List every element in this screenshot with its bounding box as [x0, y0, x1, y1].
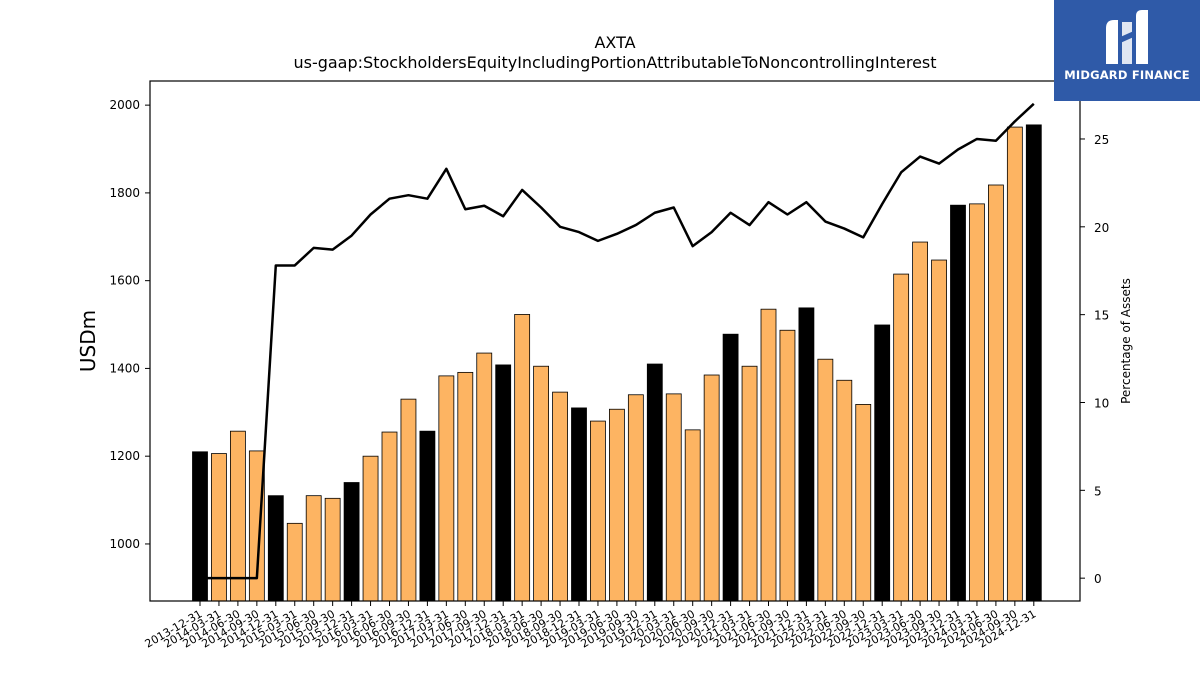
bar: [1006, 126, 1023, 602]
bar: [305, 495, 322, 602]
bar: [627, 394, 644, 602]
y2-tick-label: 20: [1094, 221, 1109, 235]
percentage-line: [200, 102, 1035, 580]
y2-tick-label: 0: [1094, 572, 1102, 586]
y2-tick-label: 5: [1094, 484, 1102, 498]
bar: [229, 430, 246, 602]
logo-text: MIDGARD FINANCE: [1064, 68, 1190, 82]
bar: [286, 522, 303, 602]
y-tick-label: 1800: [109, 186, 140, 200]
bar: [419, 430, 436, 602]
chart-title: AXTA: [594, 33, 635, 52]
bar: [874, 324, 891, 602]
x-axis: 2013-12-312014-03-312014-06-302014-09-30…: [143, 601, 1038, 651]
y-tick-label: 2000: [109, 98, 140, 112]
bar: [760, 308, 777, 602]
bar: [988, 184, 1004, 602]
bar: [438, 375, 455, 602]
bar: [665, 393, 682, 602]
bar: [533, 365, 549, 602]
y-tick-label: 1400: [109, 361, 140, 375]
bar: [267, 495, 284, 602]
bar: [646, 363, 663, 602]
line-layer: [200, 102, 1035, 580]
bar: [324, 497, 341, 602]
bar: [798, 307, 815, 602]
bar: [514, 314, 531, 602]
bar: [950, 204, 966, 602]
bars-layer: [192, 124, 1042, 602]
bar: [1025, 124, 1042, 602]
y2-tick-label: 25: [1094, 133, 1109, 147]
y-tick-label: 1000: [109, 537, 140, 551]
plot-frame: [149, 80, 1081, 602]
bar: [779, 329, 796, 602]
bar: [343, 482, 360, 602]
left-axis: 1000 1200 1400 1600 1800 2000: [109, 98, 150, 551]
bar: [893, 273, 910, 602]
bar: [703, 374, 720, 602]
bar: [381, 431, 398, 602]
chart-subtitle: us-gaap:StockholdersEquityIncludingPorti…: [293, 53, 936, 72]
y-axis-label: USDm: [76, 310, 100, 372]
y-tick-label: 1200: [109, 449, 140, 463]
y-tick-label: 1600: [109, 274, 140, 288]
bar: [684, 429, 701, 602]
bar: [836, 379, 853, 602]
bar: [571, 407, 587, 602]
bar: [457, 371, 474, 602]
bar: [552, 391, 568, 602]
bar: [495, 364, 512, 602]
y2-tick-label: 10: [1094, 396, 1109, 410]
bar: [400, 398, 417, 602]
bar: [912, 241, 928, 602]
bar: [722, 333, 739, 602]
midgard-finance-logo: MIDGARD FINANCE: [1054, 0, 1200, 101]
right-axis: 0 5 10 15 20 25: [1080, 133, 1109, 586]
y2-axis-label: Percentage of Assets: [1119, 278, 1133, 404]
midgard-logo-icon: [1106, 10, 1148, 64]
bar: [590, 420, 606, 602]
y2-tick-label: 15: [1094, 309, 1109, 323]
bar: [931, 259, 947, 602]
bar: [855, 404, 872, 602]
bar: [476, 352, 493, 602]
bar: [609, 408, 625, 602]
bar: [817, 358, 834, 602]
bar: [969, 203, 985, 602]
bar: [362, 455, 379, 602]
bar: [741, 365, 758, 602]
